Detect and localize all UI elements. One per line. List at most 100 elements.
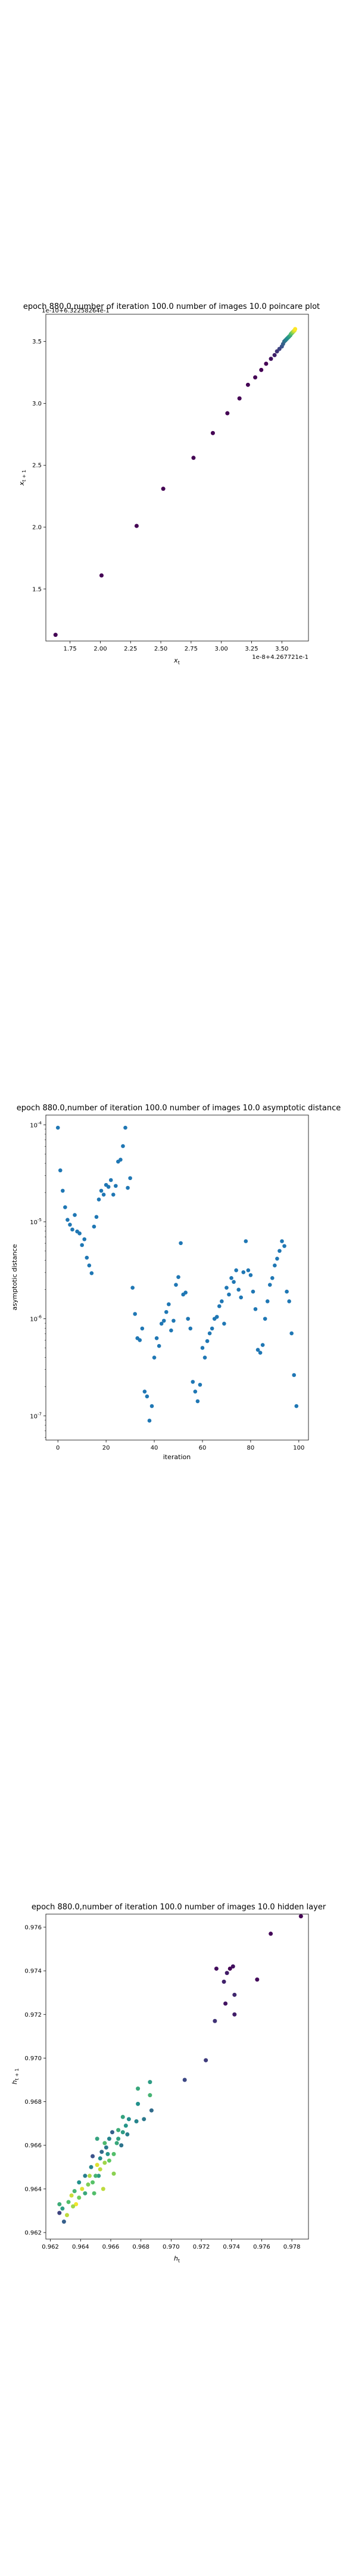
data-point [148,2093,152,2098]
data-point [111,2151,116,2156]
data-point [259,367,264,372]
data-point [130,1286,135,1290]
y-tick-label: 3.0 [32,401,42,407]
data-point [210,431,215,435]
data-point [210,1326,214,1331]
data-point [230,1964,235,1969]
data-point [53,633,58,637]
data-point [239,1295,244,1300]
data-point [182,2077,187,2082]
data-point [269,357,273,361]
data-point [229,1276,233,1280]
data-point [70,1227,74,1232]
data-point [91,2154,95,2159]
data-point [57,2210,62,2215]
data-point [140,1326,145,1331]
y-tick-label: 0.966 [24,2142,42,2149]
data-point [73,1213,77,1217]
y-axis-label: ht + 1 [11,2069,20,2085]
x-tick-label: 0.974 [223,2244,240,2250]
x-tick-label: 60 [199,1445,207,1451]
data-point [248,1273,253,1277]
x-axis-label: xt [173,657,180,665]
y-tick-label: 0.974 [24,1968,42,1975]
data-point [273,1263,277,1268]
data-point [96,2174,101,2178]
data-point [246,1268,251,1272]
data-point [164,1309,169,1314]
data-point [61,1188,65,1193]
data-point [123,1125,127,1130]
data-point [161,487,166,491]
y-tick-label: 0.972 [24,2012,42,2018]
x-tick-label: 2.75 [185,646,198,652]
data-point [114,2141,119,2145]
data-point [86,2182,91,2187]
data-point [99,573,104,578]
data-point [282,1244,286,1248]
x-tick-label: 0 [56,1445,60,1451]
data-point [96,1197,101,1202]
x-tick-label: 20 [102,1445,110,1451]
data-point [102,2160,107,2165]
data-point [123,2123,128,2128]
x-tick-label: 80 [247,1445,255,1451]
asymptotic-distance-plot: epoch 880.0,number of iteration 100.0 nu… [11,1104,341,1461]
data-point [66,2200,71,2205]
data-point [222,1979,226,1984]
data-point [260,1343,265,1347]
data-point [85,1255,89,1260]
data-point [232,1280,236,1284]
data-point [95,2137,99,2141]
data-point [214,1315,219,1319]
data-point [142,2117,146,2122]
data-point [114,1184,118,1188]
data-point [186,1317,191,1321]
data-point [232,2012,237,2017]
x-tick-label: 0.962 [42,2244,59,2250]
data-point [138,1338,142,1342]
x-axis-label: ht [174,2255,180,2264]
data-point [133,1312,137,1316]
data-point [111,1193,116,1197]
data-point [207,1331,212,1336]
x-tick-label: 0.970 [163,2244,180,2250]
data-point [72,2189,77,2194]
data-point [116,2128,121,2132]
x-offset-text: 1e-8+4.267721e-1 [252,654,308,661]
data-point [98,2156,102,2161]
y-tick-label: 10-4 [30,1120,42,1129]
data-point [107,2137,111,2141]
data-point [255,1348,260,1352]
chart-title: epoch 880.0,number of iteration 100.0 nu… [17,1104,341,1113]
x-tick-label: 100 [293,1445,304,1451]
data-point [107,2158,111,2163]
data-point [82,1237,87,1241]
y-tick-label: 2.0 [32,525,42,531]
data-point [275,1256,279,1261]
data-point [263,1317,267,1321]
data-point [99,1188,104,1193]
data-point [92,2191,96,2196]
data-point [147,1419,152,1423]
data-point [157,1343,161,1348]
y-tick-label: 1.5 [32,586,42,593]
data-point [277,1249,282,1253]
data-point [245,382,250,387]
data-point [237,396,242,401]
data-point [99,2150,104,2154]
data-point [169,1328,173,1333]
title-overlap-text: 1e-10+6.32258264e-1 [42,308,110,314]
data-point [148,2080,152,2085]
chart-title: epoch 880.0,number of iteration 100.0 nu… [23,302,320,311]
data-point [88,2174,92,2178]
data-point [294,1404,299,1408]
data-point [91,2180,95,2185]
x-axis-label: iteration [163,1453,191,1461]
data-point [224,1971,229,1976]
data-point [217,1304,222,1308]
data-point [272,353,277,357]
data-point [264,361,269,366]
data-point [269,1931,273,1936]
data-point [119,2143,124,2148]
